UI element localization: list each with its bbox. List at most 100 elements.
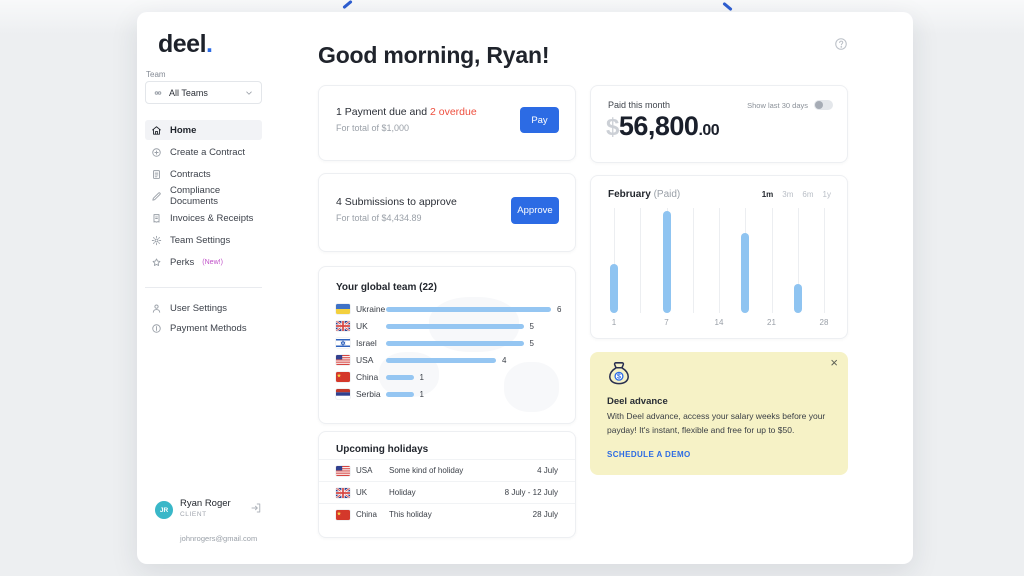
sidebar-item-create-a-contract[interactable]: Create a Contract (145, 142, 262, 162)
country-label: Serbia (356, 389, 381, 399)
february-bar-chart (610, 208, 825, 313)
sidebar-item-invoices-receipts[interactable]: Invoices & Receipts (145, 208, 262, 228)
flag-us-icon (336, 465, 350, 476)
range-tab-1y[interactable]: 1y (822, 190, 831, 199)
sidebar-nav-secondary: User Settings Payment Methods (145, 299, 262, 339)
chevron-down-icon (244, 88, 254, 98)
help-icon[interactable] (834, 37, 848, 51)
currency-symbol: $ (606, 114, 619, 141)
amount-cents: .00 (698, 122, 720, 139)
sidebar-item-label: Home (170, 124, 197, 136)
sidebar-item-label: Perks (170, 256, 195, 268)
flag-us-icon (336, 355, 350, 365)
sidebar-item-label: Team Settings (170, 234, 231, 246)
country-label: USA (356, 355, 374, 365)
sidebar-item-payment-methods[interactable]: Payment Methods (145, 319, 262, 337)
close-icon[interactable]: × (830, 355, 838, 370)
app-window: deel. Team All Teams Home Create a Contra… (137, 12, 913, 564)
submissions-card: 4 Submissions to approve For total of $4… (318, 173, 576, 252)
holiday-name: Holiday (389, 488, 416, 497)
holiday-country: China (356, 510, 377, 519)
gear-icon (151, 235, 162, 246)
decorative-blue-mark (722, 1, 733, 12)
paid-this-month-label: Paid this month (608, 100, 671, 110)
global-team-card: Your global team (22) Ukraine 6 UK 5 Israel 5… (318, 266, 576, 424)
holiday-row-uk: UK Holiday 8 July - 12 July (319, 481, 575, 503)
team-row-uk: UK 5 (336, 320, 534, 332)
decorative-blue-mark (342, 0, 353, 10)
team-bar (386, 340, 524, 346)
teams-icon (153, 88, 163, 98)
paid-amount: $56,800.00 (606, 111, 720, 142)
flag-ua-icon (336, 304, 350, 314)
country-label: UK (356, 321, 368, 331)
amount-value: 56,800 (618, 111, 699, 141)
sidebar-item-label: Create a Contract (170, 146, 245, 158)
team-bar (386, 357, 496, 363)
x-tick-label: 21 (767, 318, 776, 327)
holiday-date: 4 July (537, 466, 558, 475)
schedule-demo-link[interactable]: SCHEDULE A DEMO (607, 450, 691, 459)
february-chart-title: February (Paid) (608, 189, 680, 200)
country-label: Israel (356, 338, 377, 348)
holiday-row-china: China This holiday 28 July (319, 503, 575, 525)
team-count: 5 (529, 321, 534, 331)
submissions-subtitle: For total of $4,434.89 (336, 213, 422, 223)
page-title: Good morning, Ryan! (318, 42, 550, 68)
range-tab-6m[interactable]: 6m (802, 190, 814, 199)
sidebar-item-label: Compliance Documents (170, 185, 221, 207)
new-badge: (New!) (202, 258, 223, 266)
holiday-country: USA (356, 466, 373, 475)
sidebar-item-label: Invoices & Receipts (170, 212, 254, 224)
month-label: February (608, 189, 651, 200)
gridline (797, 208, 799, 313)
show-last-30-days-toggle[interactable] (814, 100, 833, 110)
user-name: Ryan Roger (180, 498, 231, 509)
sidebar-item-team-settings[interactable]: Team Settings (145, 230, 262, 250)
sidebar-item-compliance-documents[interactable]: Compliance Documents (145, 185, 262, 207)
money-bag-icon: $ (606, 360, 632, 390)
team-row-serbia: Serbia 1 (336, 388, 424, 400)
paid-this-month-card: Paid this month $56,800.00 Show last 30 … (590, 85, 848, 163)
flag-gb-icon (336, 487, 350, 498)
person-icon (151, 303, 162, 314)
x-tick-label: 1 (611, 318, 617, 327)
team-label: Team (146, 70, 166, 79)
sidebar-item-perks[interactable]: Perks (New!) (145, 252, 262, 272)
paid-tag: (Paid) (653, 189, 681, 200)
toggle-knob (815, 101, 823, 109)
deel-advance-body: With Deel advance, access your salary we… (607, 411, 826, 435)
sidebar-item-home[interactable]: Home (145, 120, 262, 140)
payment-due-title: 1 Payment due and 2 overdue (336, 106, 477, 118)
submissions-title: 4 Submissions to approve (336, 196, 457, 208)
user-email: johnrogers@gmail.com (180, 534, 258, 543)
x-tick-label: 14 (714, 318, 724, 327)
pay-button[interactable]: Pay (520, 107, 559, 133)
logo-dot: . (206, 30, 213, 58)
paid-bar-day-25 (793, 283, 802, 313)
show-last-30-days-row: Show last 30 days (747, 100, 833, 110)
team-count: 5 (529, 338, 534, 348)
upcoming-holidays-title: Upcoming holidays (336, 444, 429, 455)
logout-icon[interactable] (250, 502, 262, 514)
gridline (640, 208, 642, 313)
february-chart-card: February (Paid) 1m 3m 6m 1y 1 7 14 21 28 (590, 175, 848, 339)
flag-il-icon (336, 338, 350, 348)
team-row-china: China 1 (336, 371, 424, 383)
holiday-date: 8 July - 12 July (504, 488, 558, 497)
flag-rs-icon (336, 389, 350, 399)
team-selector-dropdown[interactable]: All Teams (145, 81, 262, 104)
sidebar-item-contracts[interactable]: Contracts (145, 164, 262, 184)
holiday-name: This holiday (389, 510, 432, 519)
star-icon (151, 257, 162, 268)
approve-button[interactable]: Approve (511, 197, 559, 224)
flag-cn-icon (336, 509, 350, 520)
country-label: Ukraine (356, 304, 386, 314)
range-tab-3m[interactable]: 3m (782, 190, 794, 199)
toggle-label: Show last 30 days (747, 100, 808, 110)
sidebar-item-user-settings[interactable]: User Settings (145, 299, 262, 317)
user-role-badge: CLIENT (180, 511, 207, 518)
range-tab-1m[interactable]: 1m (761, 190, 774, 199)
paid-bar-day-7 (662, 211, 671, 313)
team-count: 4 (502, 355, 507, 365)
